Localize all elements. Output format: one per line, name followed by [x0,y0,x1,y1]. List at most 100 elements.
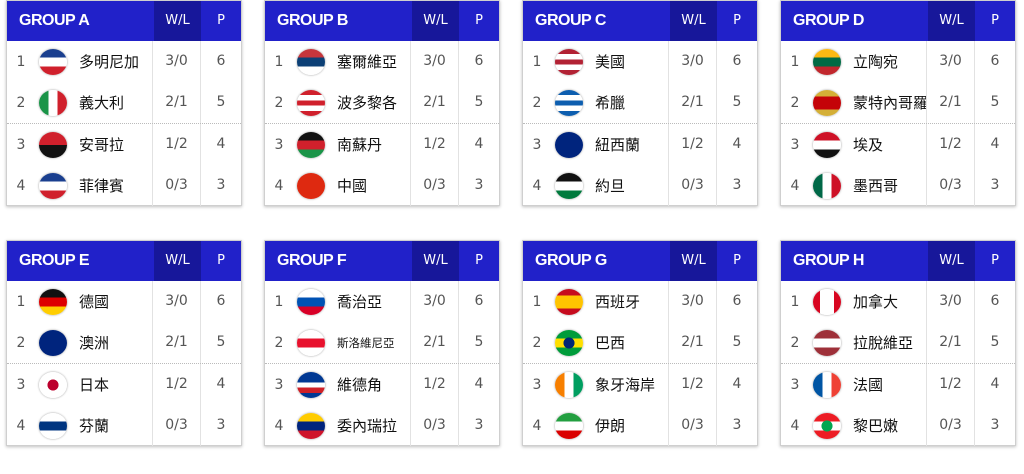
team-row[interactable]: 1 德國 3/0 6 [7,281,241,322]
team-row[interactable]: 3 埃及 1/2 4 [781,123,1015,165]
flag-icon [813,329,841,356]
points-column-header: P [217,253,225,268]
team-win-loss: 1/2 [410,124,459,165]
flag-icon [39,48,67,75]
team-name[interactable]: 塞爾維亞 [337,53,398,71]
team-name[interactable]: 墨西哥 [853,177,899,195]
group-card-d: GROUP D W/L P 1 立陶宛 3/0 6 2 蒙特內哥羅 2/1 5 … [780,0,1016,206]
team-name[interactable]: 中國 [337,177,368,195]
team-row[interactable]: 4 墨西哥 0/3 3 [781,165,1015,206]
team-row[interactable]: 3 紐西蘭 1/2 4 [523,123,757,165]
group-header: GROUP D W/L P [781,1,1015,41]
team-row[interactable]: 2 巴西 2/1 5 [523,322,757,363]
team-points: 5 [216,94,226,110]
group-title: GROUP B [277,12,348,29]
team-row[interactable]: 1 立陶宛 3/0 6 [781,41,1015,82]
team-row[interactable]: 2 波多黎各 2/1 5 [265,82,499,123]
team-rank: 3 [532,376,542,393]
team-name[interactable]: 拉脫維亞 [853,334,914,352]
flag-icon [39,371,67,398]
team-name[interactable]: 日本 [79,376,110,394]
team-row[interactable]: 4 黎巴嫩 0/3 3 [781,405,1015,446]
team-name[interactable]: 蒙特內哥羅 [853,94,926,112]
team-win-loss: 3/0 [668,41,717,82]
team-name[interactable]: 喬治亞 [337,293,383,311]
team-win-loss: 2/1 [152,322,201,363]
flag-icon [813,48,841,75]
team-points: 4 [732,376,742,392]
team-name[interactable]: 美國 [595,53,626,71]
team-rank: 1 [16,53,26,70]
team-row[interactable]: 3 維德角 1/2 4 [265,363,499,405]
team-name[interactable]: 澳洲 [79,334,110,352]
team-name[interactable]: 法國 [853,376,884,394]
group-title: GROUP C [535,12,606,29]
team-row[interactable]: 1 塞爾維亞 3/0 6 [265,41,499,82]
team-row[interactable]: 4 菲律賓 0/3 3 [7,165,241,206]
team-row[interactable]: 1 西班牙 3/0 6 [523,281,757,322]
team-row[interactable]: 2 義大利 2/1 5 [7,82,241,123]
group-title: GROUP D [793,12,864,29]
group-card-h: GROUP H W/L P 1 加拿大 3/0 6 2 拉脫維亞 2/1 5 3… [780,240,1016,446]
flag-icon [555,329,583,356]
team-name[interactable]: 南蘇丹 [337,136,383,154]
team-name[interactable]: 德國 [79,293,110,311]
team-points: 3 [216,417,226,433]
team-name[interactable]: 波多黎各 [337,94,398,112]
team-row[interactable]: 3 象牙海岸 1/2 4 [523,363,757,405]
team-row[interactable]: 4 約旦 0/3 3 [523,165,757,206]
team-row[interactable]: 1 多明尼加 3/0 6 [7,41,241,82]
team-row[interactable]: 4 伊朗 0/3 3 [523,405,757,446]
team-name[interactable]: 象牙海岸 [595,376,656,394]
team-name[interactable]: 希臘 [595,94,626,112]
group-title: GROUP E [19,252,90,269]
team-points: 5 [474,334,484,350]
team-row[interactable]: 2 蒙特內哥羅 2/1 5 [781,82,1015,123]
team-name[interactable]: 巴西 [595,334,626,352]
team-row[interactable]: 1 喬治亞 3/0 6 [265,281,499,322]
team-row[interactable]: 2 斯洛維尼亞 2/1 5 [265,322,499,363]
team-row[interactable]: 3 日本 1/2 4 [7,363,241,405]
team-name[interactable]: 黎巴嫩 [853,417,899,435]
team-name[interactable]: 義大利 [79,94,125,112]
team-row[interactable]: 2 澳洲 2/1 5 [7,322,241,363]
team-row[interactable]: 1 美國 3/0 6 [523,41,757,82]
team-row[interactable]: 2 拉脫維亞 2/1 5 [781,322,1015,363]
points-column-header: P [733,13,741,28]
team-name[interactable]: 立陶宛 [853,53,899,71]
team-row[interactable]: 3 安哥拉 1/2 4 [7,123,241,165]
team-points: 4 [474,376,484,392]
team-name[interactable]: 埃及 [853,136,884,154]
team-row[interactable]: 2 希臘 2/1 5 [523,82,757,123]
group-header: GROUP B W/L P [265,1,499,41]
team-row[interactable]: 1 加拿大 3/0 6 [781,281,1015,322]
team-row[interactable]: 4 委內瑞拉 0/3 3 [265,405,499,446]
group-title: GROUP H [793,252,864,269]
team-name[interactable]: 維德角 [337,376,383,394]
team-name[interactable]: 芬蘭 [79,417,110,435]
team-points: 6 [474,53,484,69]
team-points: 5 [732,94,742,110]
team-name[interactable]: 約旦 [595,177,626,195]
team-name[interactable]: 斯洛維尼亞 [337,335,395,350]
team-rank: 4 [274,177,284,194]
team-name[interactable]: 委內瑞拉 [337,417,398,435]
team-row[interactable]: 3 南蘇丹 1/2 4 [265,123,499,165]
team-name[interactable]: 菲律賓 [79,177,125,195]
team-row[interactable]: 4 芬蘭 0/3 3 [7,405,241,446]
team-points: 6 [474,293,484,309]
team-name[interactable]: 紐西蘭 [595,136,641,154]
team-rank: 1 [532,53,542,70]
team-name[interactable]: 加拿大 [853,293,899,311]
flag-icon [297,89,325,116]
team-points: 5 [474,94,484,110]
team-row[interactable]: 3 法國 1/2 4 [781,363,1015,405]
team-name[interactable]: 安哥拉 [79,136,125,154]
team-name[interactable]: 西班牙 [595,293,641,311]
team-name[interactable]: 多明尼加 [79,53,140,71]
flag-icon [39,89,67,116]
team-name[interactable]: 伊朗 [595,417,626,435]
team-rank: 3 [274,136,284,153]
flag-icon [39,288,67,315]
team-row[interactable]: 4 中國 0/3 3 [265,165,499,206]
